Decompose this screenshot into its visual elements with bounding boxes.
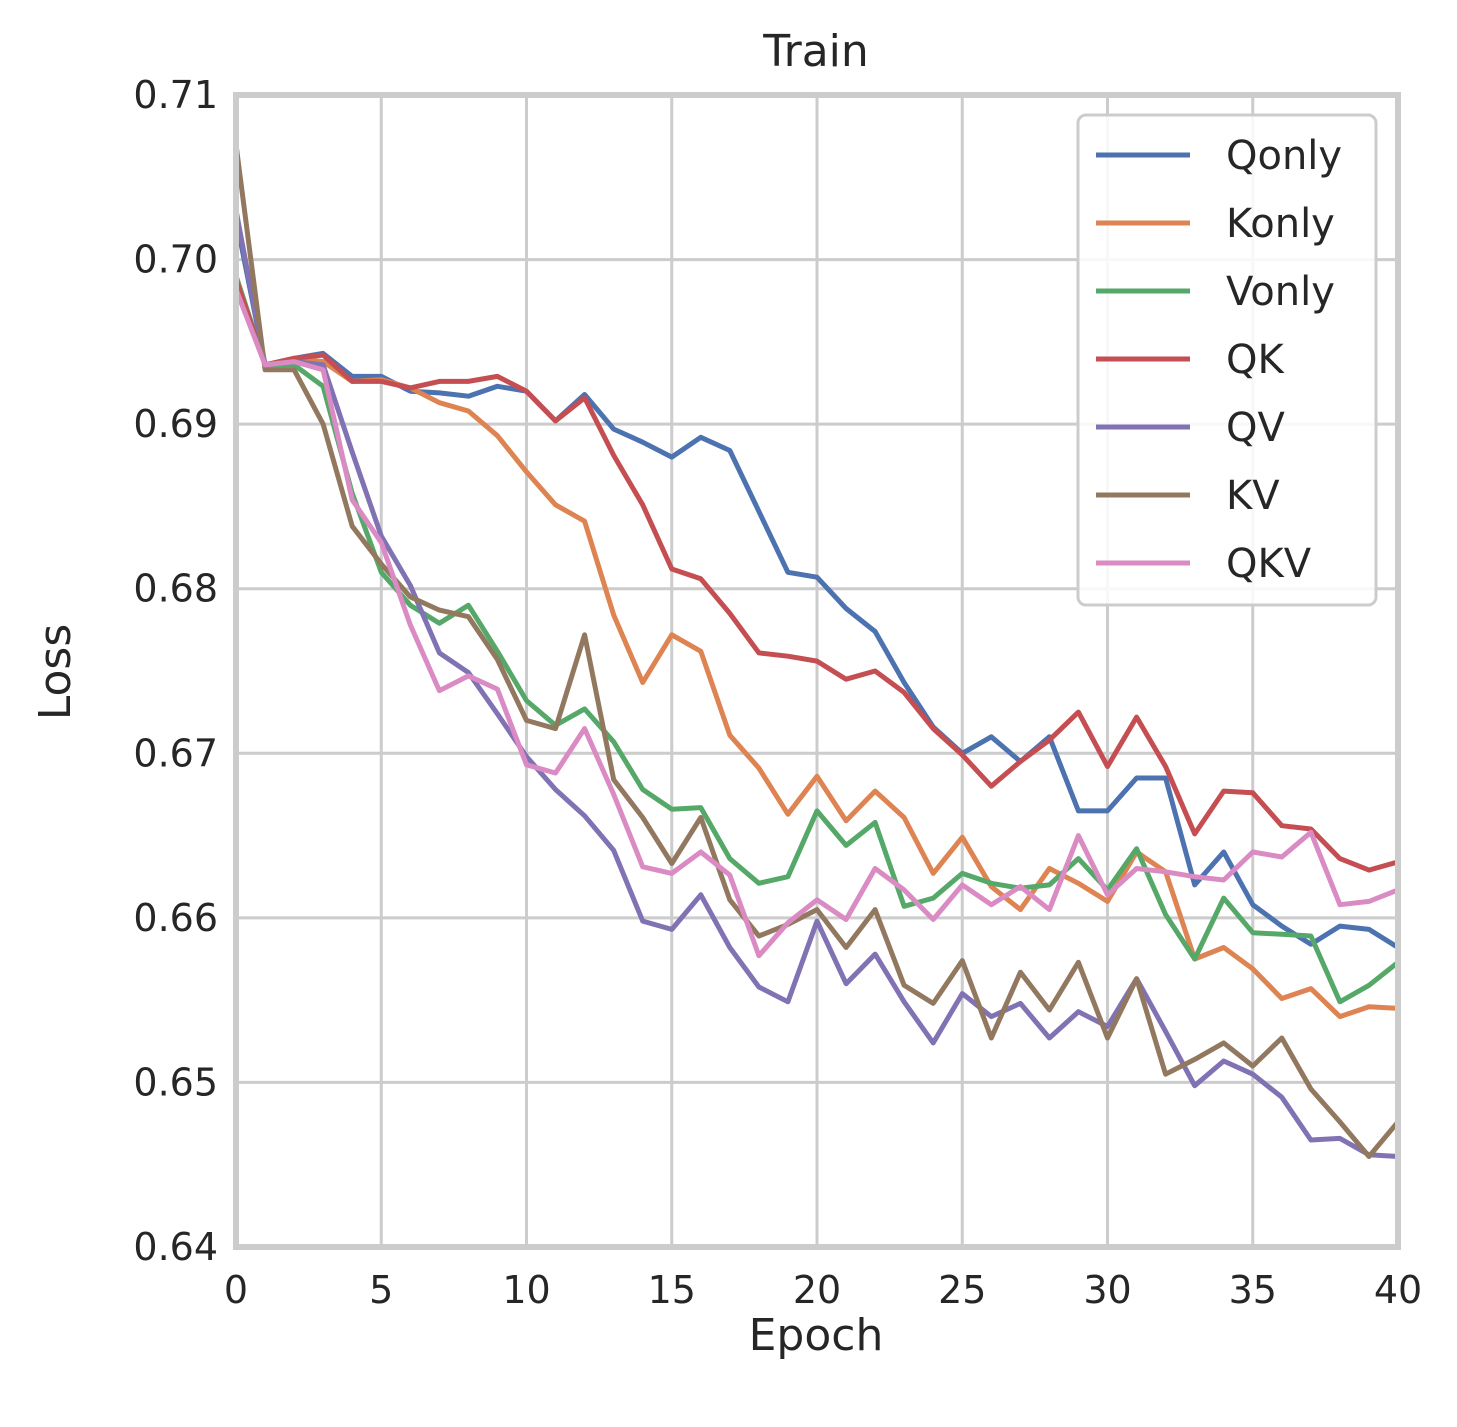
y-tick-label: 0.70 [133, 238, 218, 282]
series-line-qkv [233, 286, 1401, 959]
x-tick-label: 0 [224, 1268, 248, 1312]
x-tick-label: 5 [369, 1268, 393, 1312]
series-line-qv [233, 207, 1401, 1159]
series-line-vonly [233, 273, 1401, 1005]
legend-label: QKV [1226, 541, 1312, 587]
y-tick-label: 0.66 [133, 896, 218, 940]
series-line-kv [233, 141, 1401, 1159]
legend: Qonly Konly Vonly QK QV KV QKV [1076, 113, 1378, 607]
plot-frame [233, 92, 1401, 1250]
x-tick-label: 10 [502, 1268, 550, 1312]
y-tick-label: 0.64 [133, 1225, 218, 1269]
x-tick-label: 25 [938, 1268, 986, 1312]
series-line-konly [233, 273, 1401, 1020]
chart-title: Train [762, 26, 869, 77]
x-axis-label: Epoch [749, 1310, 884, 1361]
x-axis-ticks: 0 5 10 15 20 25 30 35 40 [224, 1268, 1422, 1312]
x-tick-label: 30 [1083, 1268, 1131, 1312]
legend-label: Konly [1226, 201, 1335, 247]
x-tick-label: 15 [648, 1268, 696, 1312]
legend-label: Qonly [1226, 133, 1342, 179]
y-tick-label: 0.67 [133, 731, 218, 775]
y-tick-label: 0.68 [133, 567, 218, 611]
y-axis-label: Loss [30, 624, 81, 721]
legend-label: QK [1226, 337, 1285, 383]
legend-label: Vonly [1226, 269, 1335, 315]
legend-label: KV [1226, 473, 1280, 519]
x-tick-label: 40 [1374, 1268, 1422, 1312]
series-layer [233, 141, 1401, 1159]
y-axis-ticks: 0.64 0.65 0.66 0.67 0.68 0.69 0.70 0.71 [133, 73, 218, 1269]
x-tick-label: 20 [793, 1268, 841, 1312]
y-tick-label: 0.65 [133, 1060, 218, 1104]
legend-box [1076, 113, 1378, 607]
series-line-qk [233, 276, 1401, 873]
y-tick-label: 0.71 [133, 73, 218, 117]
series-line-qonly [233, 215, 1401, 950]
y-tick-label: 0.69 [133, 402, 218, 446]
legend-label: QV [1226, 405, 1285, 451]
x-tick-label: 35 [1229, 1268, 1277, 1312]
